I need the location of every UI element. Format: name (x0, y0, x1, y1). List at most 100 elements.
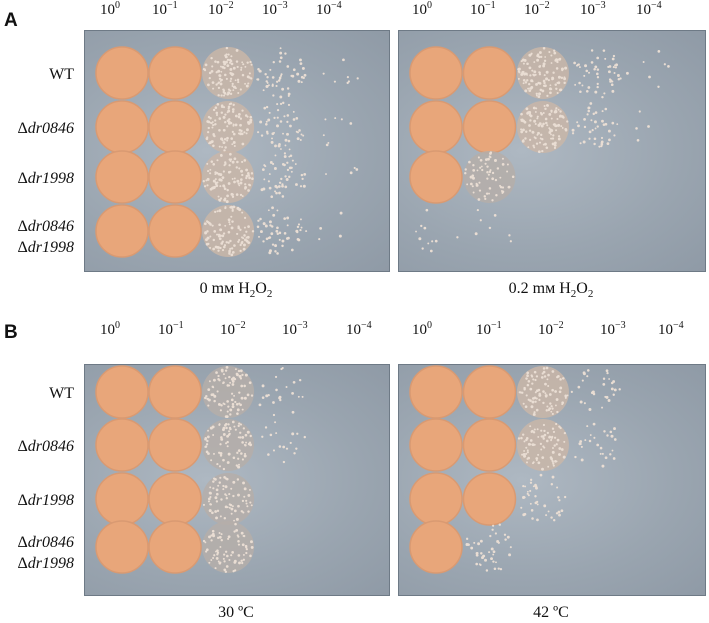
agar-plate (84, 30, 390, 272)
dilution-label: 10−3 (580, 0, 606, 19)
colony-spot (409, 472, 463, 526)
dilution-exponent: −1 (485, 0, 496, 11)
dilution-exponent: −1 (167, 0, 178, 11)
strain-label: Δdr1998 (4, 168, 74, 189)
colony-spot (95, 100, 149, 154)
strain-name: dr1998 (27, 555, 74, 572)
dilution-label: 100 (100, 320, 120, 339)
strain-name: dr1998 (27, 239, 74, 256)
condition-label: 0 mм H2O2 (166, 280, 306, 300)
colony-spot (256, 206, 308, 255)
colony-spot (465, 523, 512, 572)
dilution-label: 100 (100, 0, 120, 19)
dilution-label: 10−3 (262, 0, 288, 19)
colony-spot (415, 208, 459, 253)
dilution-exponent: −3 (277, 0, 288, 11)
colony-spot (95, 150, 149, 204)
colony-spot (202, 101, 255, 153)
condition-label: 30 ºC (218, 604, 254, 621)
colony-spot (95, 472, 149, 526)
dilution-label: 10−4 (316, 0, 342, 19)
colony-spot (95, 204, 149, 258)
colony-spot (409, 46, 463, 100)
dilution-label: 10−1 (476, 320, 502, 339)
colony-spot (635, 110, 650, 142)
condition-text: O (255, 280, 267, 297)
dilution-exponent: −3 (297, 320, 308, 331)
dilution-exponent: −3 (615, 320, 626, 331)
colony-spot (462, 418, 517, 472)
condition-label: 0.2 mм H2O2 (481, 280, 621, 300)
colony-spot (574, 422, 617, 468)
colony-spot (202, 473, 255, 525)
plate-spots (95, 365, 306, 574)
strain-name: WT (49, 66, 74, 83)
dilution-exponent: 0 (427, 0, 432, 11)
colony-spot (258, 366, 304, 417)
colony-spot (322, 58, 359, 85)
colony-spot (409, 100, 463, 154)
dilution-exponent: −4 (673, 320, 684, 331)
delta-symbol: Δ (17, 239, 28, 256)
colony-spot (260, 152, 307, 199)
dilution-label: 10−4 (636, 0, 662, 19)
delta-symbol: Δ (17, 120, 28, 137)
condition-text: O (576, 280, 588, 297)
delta-symbol: Δ (17, 170, 28, 187)
strain-label: WT (4, 383, 74, 404)
strain-name: dr0846 (27, 218, 74, 235)
colony-spot (148, 100, 202, 154)
dilution-exponent: −2 (553, 320, 564, 331)
subscript: 2 (570, 288, 577, 301)
colony-spot (462, 100, 517, 154)
dilution-exponent: −4 (361, 320, 372, 331)
colony-spot (325, 166, 359, 176)
colony-spot (322, 117, 353, 147)
colony-spot (202, 46, 255, 99)
colony-spot (202, 205, 255, 257)
dilution-exponent: −1 (173, 320, 184, 331)
colony-spot (516, 419, 569, 471)
colony-spot (625, 49, 670, 88)
plate-spots (409, 365, 621, 574)
colony-spot (202, 419, 255, 471)
colony-spot (148, 204, 202, 258)
strain-name: dr0846 (27, 120, 74, 137)
colony-spot (409, 365, 463, 419)
colony-spot (463, 151, 516, 203)
dilution-label: 10−3 (600, 320, 626, 339)
colony-spot (516, 101, 569, 154)
plate-spots (95, 46, 359, 258)
strain-name: dr1998 (27, 492, 74, 509)
dilution-exponent: −2 (235, 320, 246, 331)
colony-spot (95, 46, 149, 100)
strain-label: WT (4, 64, 74, 85)
dilution-exponent: 0 (427, 320, 432, 331)
dilution-exponent: −2 (223, 0, 234, 11)
dilution-label: 10−2 (208, 0, 234, 19)
dilution-exponent: 0 (115, 0, 120, 11)
colony-spot (148, 418, 202, 472)
colony-spot (148, 365, 202, 419)
strain-label: Δdr1998 (4, 490, 74, 511)
colony-spot (573, 49, 622, 99)
dilution-exponent: −4 (331, 0, 342, 11)
strain-label: Δdr0846 Δdr1998 (4, 532, 74, 574)
colony-spot (202, 521, 255, 574)
colony-spot (148, 472, 202, 526)
colony-spot (95, 418, 149, 472)
panel-letter: B (4, 322, 18, 343)
dilution-label: 100 (412, 0, 432, 19)
subscript: 2 (266, 288, 273, 301)
colony-spot (571, 102, 619, 148)
agar-plate (398, 30, 706, 272)
dilution-exponent: 0 (115, 320, 120, 331)
strain-name: WT (49, 385, 74, 402)
dilution-label: 10−2 (538, 320, 564, 339)
strain-name: dr0846 (27, 534, 74, 551)
dilution-label: 10−1 (152, 0, 178, 19)
colony-spot (462, 365, 517, 419)
colony-spot (409, 150, 463, 204)
colony-spot (95, 365, 149, 419)
colony-spot (474, 208, 512, 243)
